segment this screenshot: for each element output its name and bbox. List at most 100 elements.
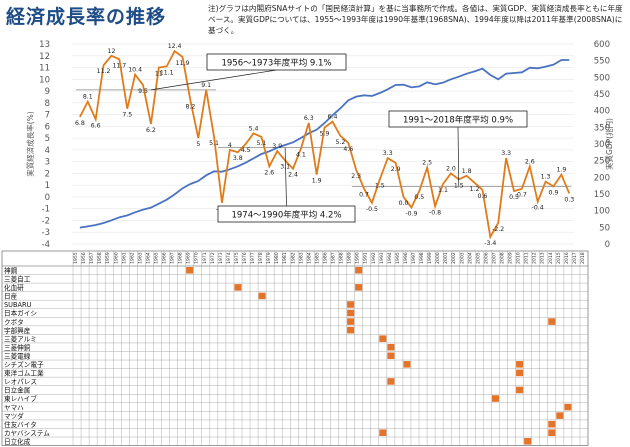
data-label: 6.2 [146,127,156,134]
company-name: シチズン電子 [4,360,44,369]
grid-year-label: 1998 [419,252,425,264]
data-label: 5.4 [249,125,259,132]
data-label: 0.5 [509,194,519,201]
company-name: 三菱伸銅 [4,343,31,352]
grid-year-label: 2002 [451,252,457,264]
scandal-mark [403,361,411,368]
grid-year-label: 2009 [508,252,514,264]
company-name: 東レハイブ [4,394,37,403]
data-label: 1.3 [541,174,551,181]
data-label: 7.5 [122,112,132,119]
y-left-axis-label: 実質経済成長率(%) [25,111,35,177]
scandal-mark [564,403,572,411]
data-label: 1.9 [312,178,322,185]
y-right-tick-label: 550 [594,57,610,67]
grid-year-label: 1965 [153,252,159,264]
y-left-tick-label: 2 [45,169,50,179]
company-name: 三菱アルミ [4,334,37,343]
scandal-mark [379,429,387,436]
y-right-tick-label: 50 [599,223,610,233]
scandal-mark [347,309,355,317]
scandal-mark [234,284,242,291]
grid-year-label: 2013 [540,252,546,264]
grid-year-label: 1976 [242,252,248,264]
grid-year-label: 2010 [516,252,522,264]
data-label: -0.8 [429,209,441,216]
data-label: 6.3 [304,115,314,122]
scandal-mark [548,318,556,325]
y-left-tick-label: 7 [45,111,50,121]
grid-year-label: 1989 [347,252,353,264]
source-note: 注)グラフは内閣府SNAサイトの「国民経済計算」を基に当事務所で作成。各値は、実… [208,4,623,35]
company-name: 日本ガイシ [4,309,37,318]
scandal-mark [387,352,395,360]
grid-year-label: 2006 [483,252,489,264]
data-label: -0.5 [366,206,378,213]
grid-year-label: 1992 [371,252,377,264]
data-label: 1.5 [375,182,385,189]
data-label: 5.2 [335,139,345,146]
callout-box [388,110,528,128]
company-name: マツダ [4,411,24,420]
y-left-tick-label: 9 [45,87,50,97]
company-name: 日立化成 [4,437,31,446]
y-right-tick-label: 200 [594,173,610,183]
data-label: 11.7 [112,62,126,69]
grid-year-label: 1962 [129,252,135,264]
data-label: 6.4 [328,114,338,121]
grid-year-label: 1973 [218,252,224,264]
y-left-tick-label: 8 [45,99,50,109]
grid-year-label: 1995 [395,252,401,264]
scandal-mark [556,412,564,419]
y-right-tick-label: 450 [594,90,610,100]
y-left-tick-label: 3 [45,158,50,168]
grid-year-label: 2005 [475,252,481,264]
grid-year-label: 1990 [355,252,361,264]
grid-year-label: 1997 [411,252,417,264]
data-label: 6.8 [75,120,85,127]
y-left-tick-label: -3 [42,228,50,238]
grid-year-label: 1986 [322,252,328,264]
grid-year-label: 1969 [186,252,192,264]
grid-year-label: 1984 [306,252,312,264]
grid-year-label: 2016 [564,252,570,264]
company-name: 神鋼 [4,266,18,275]
data-label: 5.1 [209,140,219,147]
company-name: SUBARU [4,301,32,309]
grid-year-label: 1993 [379,252,385,264]
y-right-tick-label: 300 [594,140,610,150]
grid-year-label: 1959 [105,252,111,264]
grid-year-label: 1991 [363,252,369,264]
callout-label: 1974～1990年度平均 4.2% [231,210,341,221]
growth-series-line [79,49,571,240]
data-label: 5.9 [320,131,330,138]
callout-leader [150,69,277,91]
grid-year-label: 2015 [556,252,562,264]
y-left-tick-label: -2 [42,216,50,226]
grid-year-label: 1999 [427,252,433,264]
y-left-tick-label: 10 [39,75,50,85]
grid-year-label: 2000 [435,252,441,264]
data-label: 3.9 [272,143,282,150]
data-label: 2.9 [391,166,401,173]
y-left-tick-label: 4 [45,146,50,156]
y-left-tick-label: 12 [39,52,50,62]
data-label: 5 [196,141,200,148]
y-right-tick-label: 0 [605,240,610,250]
data-label: 1.8 [462,168,472,175]
y-right-tick-label: 500 [594,73,610,83]
data-label: 12.4 [168,43,182,50]
company-name: カヤバシステム [4,429,50,437]
data-label: 11.2 [97,68,111,75]
data-label: 12 [108,48,116,55]
data-label: 10.4 [128,67,142,74]
data-label: 0.0 [399,200,409,207]
data-label: 0.5 [414,194,424,201]
y-left-tick-label: -1 [42,205,50,215]
grid-year-label: 1972 [210,252,216,264]
y-left-tick-label: -4 [42,240,50,250]
data-label: 0.9 [549,189,559,196]
scandal-mark [387,343,395,351]
scandal-mark [347,301,355,308]
grid-year-label: 1978 [258,252,264,264]
